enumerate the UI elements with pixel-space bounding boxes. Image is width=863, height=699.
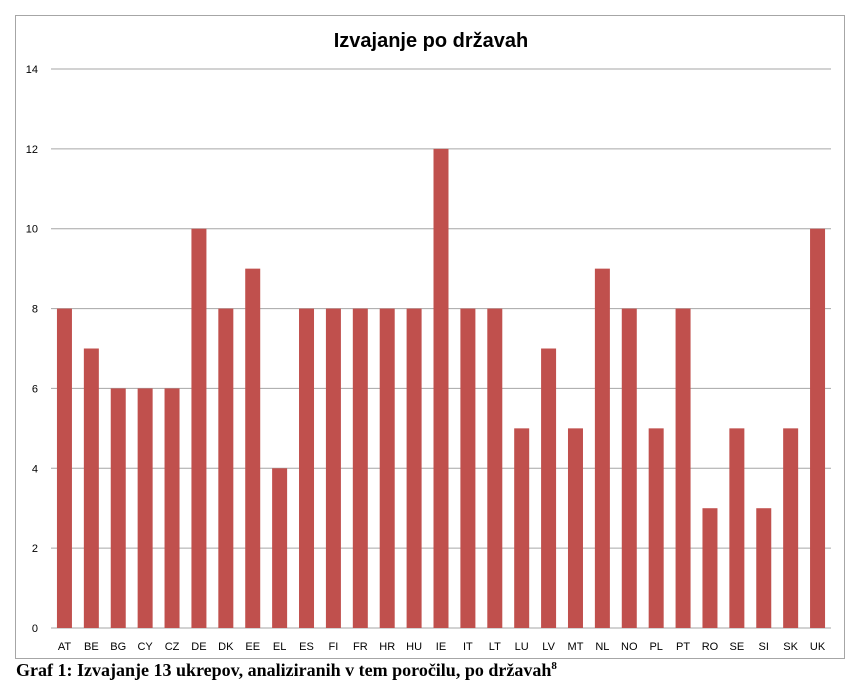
bar-it: [460, 308, 476, 628]
bar-el: [272, 468, 288, 628]
x-tick-label: SI: [759, 641, 769, 653]
bar-hu: [406, 308, 422, 628]
x-tick-label: EE: [245, 641, 260, 653]
bar-uk: [810, 228, 826, 628]
x-tick-label: PT: [676, 641, 690, 653]
caption-footnote-marker: 8: [551, 660, 557, 672]
bar-sk: [783, 428, 799, 628]
bar-es: [299, 308, 315, 628]
y-tick-label: 14: [26, 64, 38, 76]
x-tick-label: SK: [783, 641, 798, 653]
x-tick-label: AT: [58, 641, 72, 653]
y-tick-label: 2: [32, 543, 38, 555]
y-tick-label: 6: [32, 383, 38, 395]
x-axis-ticks: AT BE BG CY CZ DE DK EE EL ES FI FR HR HU IE IT LT LU LV MT…: [58, 641, 826, 653]
bar-cy: [137, 388, 153, 628]
x-tick-label: PL: [649, 641, 662, 653]
bar-ie: [433, 148, 449, 628]
x-tick-label: BG: [110, 641, 126, 653]
x-tick-label: LU: [515, 641, 529, 653]
bar-fi: [325, 308, 341, 628]
bar-ro: [702, 508, 718, 628]
bar-de: [191, 228, 207, 628]
bar-lv: [541, 348, 557, 628]
bar-se: [729, 428, 745, 628]
x-tick-label: DE: [191, 641, 206, 653]
y-tick-label: 10: [26, 224, 38, 236]
caption-text: Graf 1: Izvajanje 13 ukrepov, analiziran…: [16, 660, 552, 680]
x-tick-label: NL: [595, 641, 609, 653]
x-tick-label: CZ: [165, 641, 180, 653]
bars: [56, 148, 826, 628]
x-tick-label: CY: [137, 641, 153, 653]
bar-at: [56, 308, 72, 628]
x-tick-label: SE: [730, 641, 745, 653]
x-tick-label: DK: [218, 641, 234, 653]
x-tick-label: HR: [379, 641, 395, 653]
x-tick-label: NO: [621, 641, 638, 653]
x-tick-label: FR: [353, 641, 368, 653]
x-tick-label: IT: [463, 641, 473, 653]
bar-lu: [514, 428, 530, 628]
y-axis-ticks: 0 2 4 6 8 10 12 14: [26, 64, 38, 635]
x-tick-label: HU: [406, 641, 422, 653]
bar-be: [83, 348, 99, 628]
bar-lt: [487, 308, 503, 628]
x-tick-label: MT: [568, 641, 584, 653]
figure-caption: Graf 1: Izvajanje 13 ukrepov, analiziran…: [16, 660, 856, 681]
x-tick-label: IE: [436, 641, 446, 653]
y-tick-label: 8: [32, 304, 38, 316]
x-tick-label: BE: [84, 641, 99, 653]
bar-pl: [648, 428, 664, 628]
bar-dk: [218, 308, 234, 628]
bar-no: [621, 308, 637, 628]
bar-hr: [379, 308, 395, 628]
bar-fr: [352, 308, 368, 628]
x-tick-label: ES: [299, 641, 314, 653]
x-tick-label: UK: [810, 641, 826, 653]
y-tick-label: 4: [32, 463, 38, 475]
bar-mt: [567, 428, 583, 628]
x-tick-label: EL: [273, 641, 286, 653]
bar-cz: [164, 388, 180, 628]
x-tick-label: LV: [542, 641, 555, 653]
bar-chart: Izvajanje po državah 0 2 4 6 8 10 12 14 AT BE BG C…: [26, 30, 831, 653]
x-tick-label: FI: [329, 641, 339, 653]
bar-bg: [110, 388, 126, 628]
bar-nl: [594, 268, 610, 628]
y-tick-label: 0: [32, 623, 38, 635]
y-tick-label: 12: [26, 144, 38, 156]
bar-pt: [675, 308, 691, 628]
x-tick-label: RO: [702, 641, 719, 653]
bar-si: [756, 508, 772, 628]
chart-title: Izvajanje po državah: [334, 30, 529, 52]
x-tick-label: LT: [489, 641, 501, 653]
bar-ee: [245, 268, 261, 628]
